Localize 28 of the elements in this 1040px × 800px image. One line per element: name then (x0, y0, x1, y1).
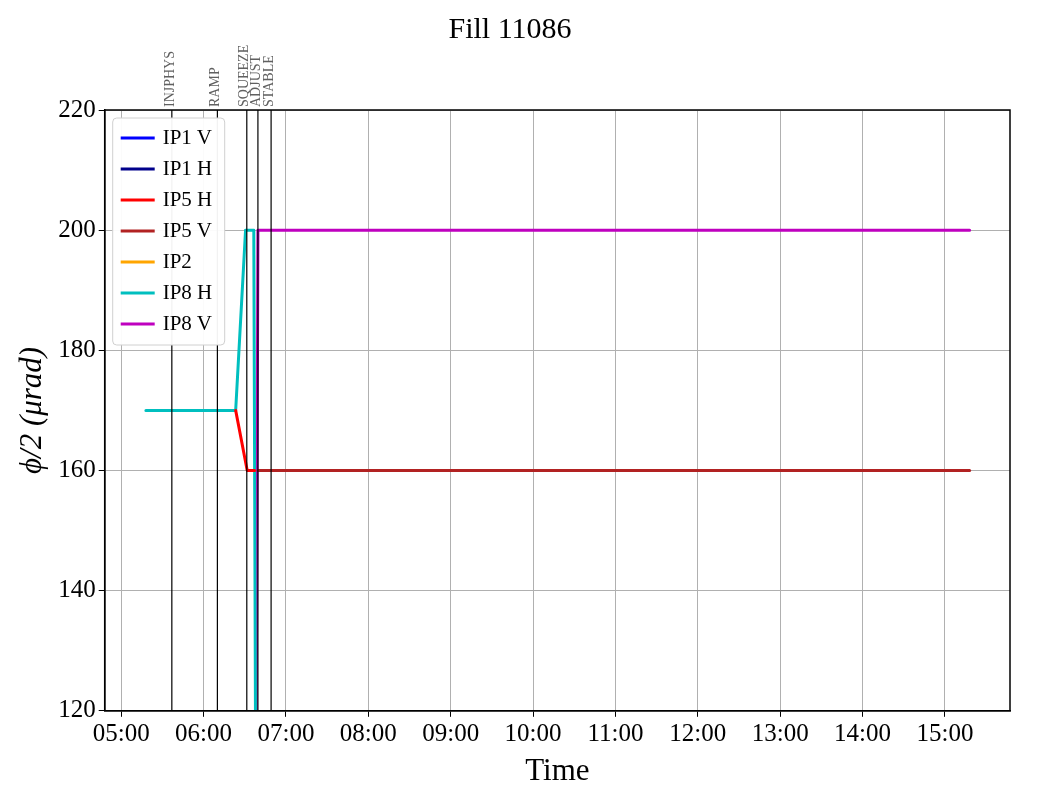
x-tick-label: 14:00 (834, 719, 892, 747)
y-tick-label: 140 (58, 575, 96, 603)
x-tick-label: 11:00 (587, 719, 644, 747)
y-tick-label: 220 (58, 94, 96, 122)
legend-label: IP1 V (162, 124, 212, 149)
y-tick-label: 180 (58, 334, 96, 362)
ref-line-label: INJPHYS (161, 50, 177, 107)
legend-label: IP8 V (162, 310, 212, 335)
y-tick-label: 160 (58, 455, 96, 483)
x-tick-label: 10:00 (504, 719, 562, 747)
x-tick-label: 15:00 (916, 719, 974, 747)
ref-line-label: STABLE (260, 55, 276, 107)
chart-title: Fill 11086 (448, 10, 572, 44)
x-tick-label: 08:00 (339, 719, 397, 747)
y-axis-title: ϕ/2 (μrad) (12, 346, 48, 474)
legend-label: IP5 H (162, 186, 213, 211)
y-tick-label: 200 (58, 214, 96, 242)
legend-label: IP2 (162, 248, 192, 273)
ref-line-label: RAMP (207, 67, 223, 107)
x-tick-label: 12:00 (669, 719, 727, 747)
x-tick-label: 06:00 (175, 719, 233, 747)
x-tick-label: 09:00 (422, 719, 480, 747)
legend-label: IP5 V (162, 217, 212, 242)
legend-label: IP1 H (162, 155, 213, 180)
legend-label: IP8 H (162, 279, 213, 304)
x-tick-label: 07:00 (257, 719, 315, 747)
x-axis-title: Time (525, 751, 590, 787)
x-tick-label: 13:00 (751, 719, 809, 747)
